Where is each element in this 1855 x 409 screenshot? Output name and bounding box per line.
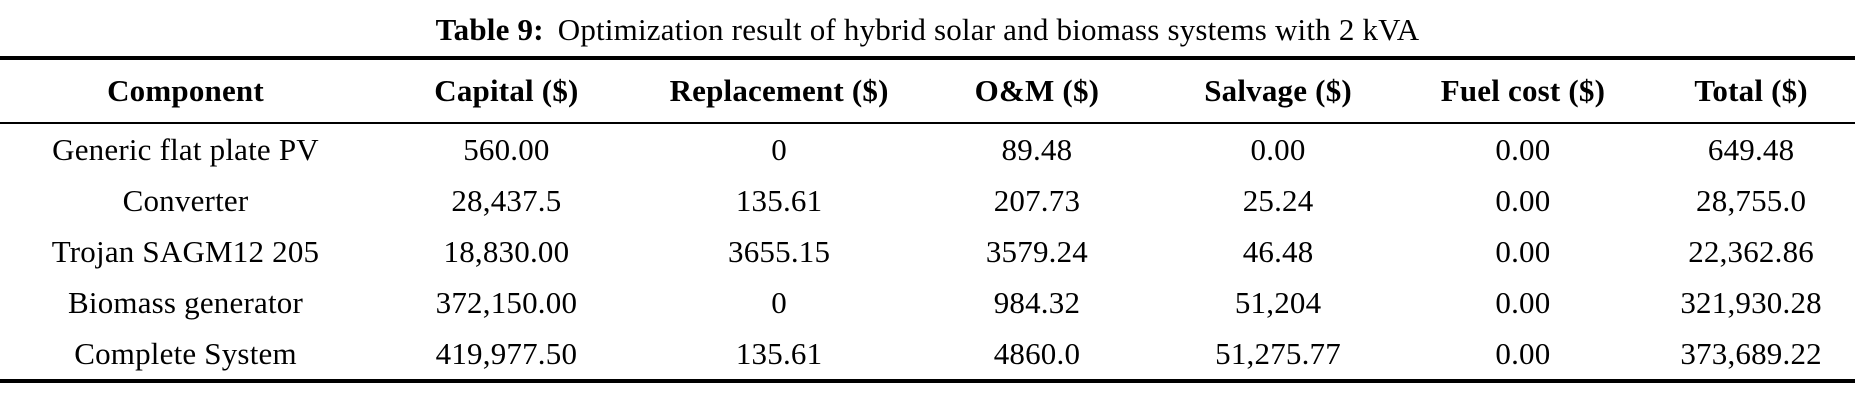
column-header: Salvage ($) [1157,58,1399,124]
table-caption-label: Table 9: [435,12,544,47]
value-cell: 0 [771,284,787,320]
value-cell: 0.00 [1495,131,1551,167]
value-cell: 207.73 [993,182,1081,218]
value-cell: 46.48 [1242,233,1314,269]
value-cell: 0.00 [1495,284,1551,320]
value-cell: 51,204 [1234,284,1322,320]
value-cell: 28,437.5 [451,182,562,218]
value-cell: 3655.15 [728,233,831,269]
value-cell: 372,150.00 [435,284,578,320]
value-cell: 560.00 [463,131,550,167]
table-caption: Table 9: Optimization result of hybrid so… [0,0,1855,56]
column-header: O&M ($) [916,58,1158,124]
component-cell: Trojan SAGM12 205 [51,233,320,269]
value-cell: 0.00 [1250,131,1306,167]
component-cell: Converter [122,182,249,218]
value-cell: 89.48 [1001,131,1073,167]
column-header: Component [0,58,371,124]
value-cell: 22,362.86 [1688,233,1814,269]
value-cell: 0.00 [1495,233,1551,269]
header-row: Component Capital ($) Replacement ($) O&M (… [0,58,1855,124]
component-cell: Biomass generator [68,284,303,320]
value-cell: 25.24 [1242,182,1314,218]
value-cell: 419,977.50 [435,335,578,371]
table-caption-text: Optimization result of hybrid solar and … [557,12,1420,47]
value-cell: 18,830.00 [443,233,570,269]
table-row: Trojan SAGM12 205 18,830.00 3655.15 3579.24… [0,226,1855,277]
value-cell: 28,755.0 [1696,182,1807,218]
value-cell: 321,930.28 [1680,284,1822,320]
value-cell: 649.48 [1707,131,1795,167]
value-cell: 135.61 [735,335,823,371]
table-row: Converter 28,437.5 135.61 207.73 25.24 0.00 28… [0,175,1855,226]
value-cell: 0.00 [1495,182,1551,218]
results-table: Component Capital ($) Replacement ($) O&M (… [0,56,1855,383]
column-header: Capital ($) [371,58,642,124]
column-header: Total ($) [1647,58,1855,124]
table-row: Biomass generator 372,150.00 0 984.32 51,204… [0,277,1855,328]
component-cell: Complete System [74,335,297,371]
column-header: Replacement ($) [641,58,917,124]
table-row: Complete System 419,977.50 135.61 4860.0 51,… [0,328,1855,381]
value-cell: 135.61 [735,182,823,218]
table-body: Generic flat plate PV 560.00 0 89.48 0.00 0.0… [0,123,1855,381]
value-cell: 373,689.22 [1680,335,1822,371]
table-row: Generic flat plate PV 560.00 0 89.48 0.00 0.0… [0,123,1855,175]
value-cell: 984.32 [993,284,1081,320]
value-cell: 3579.24 [985,233,1088,269]
paper-table-figure: Table 9: Optimization result of hybrid so… [0,0,1855,383]
value-cell: 51,275.77 [1215,335,1341,371]
value-cell: 0.00 [1495,335,1551,371]
value-cell: 4860.0 [993,335,1081,371]
column-header: Fuel cost ($) [1398,58,1648,124]
component-cell: Generic flat plate PV [52,131,319,167]
value-cell: 0 [771,131,787,167]
